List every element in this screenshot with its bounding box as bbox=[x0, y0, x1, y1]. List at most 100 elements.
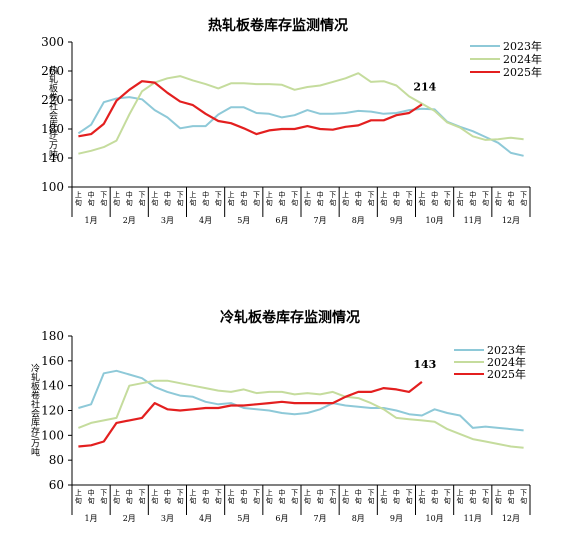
y-tick-label: 100 bbox=[41, 180, 64, 194]
x-tick-label: 旬 bbox=[304, 198, 311, 207]
x-tick-label: 旬 bbox=[495, 198, 502, 207]
x-tick-label: 旬 bbox=[100, 496, 107, 505]
x-tick-label: 旬 bbox=[469, 198, 476, 207]
x-tick-label: 中 bbox=[469, 190, 476, 199]
x-tick-label: 旬 bbox=[164, 198, 171, 207]
month-label: 7月 bbox=[314, 514, 327, 523]
x-tick-label: 上 bbox=[266, 488, 273, 497]
x-tick-label: 旬 bbox=[215, 198, 222, 207]
x-tick-label: 下 bbox=[406, 489, 413, 497]
x-tick-label: 中 bbox=[355, 190, 362, 199]
y-tick-label: 60 bbox=[49, 478, 64, 492]
x-tick-label: 旬 bbox=[317, 198, 324, 207]
month-label: 7月 bbox=[314, 216, 327, 225]
x-tick-label: 下 bbox=[215, 489, 222, 497]
x-tick-label: 中 bbox=[507, 488, 514, 497]
month-label: 11月 bbox=[464, 514, 482, 523]
x-tick-label: 旬 bbox=[88, 198, 95, 207]
chart-title: 冷轧板卷库存监测情况 bbox=[220, 309, 360, 326]
x-tick-label: 下 bbox=[520, 191, 527, 199]
x-tick-label: 旬 bbox=[113, 496, 120, 505]
x-tick-label: 旬 bbox=[291, 496, 298, 505]
x-tick-label: 下 bbox=[482, 191, 489, 199]
x-tick-label: 旬 bbox=[482, 198, 489, 207]
x-tick-label: 旬 bbox=[151, 496, 158, 505]
y-tick-label: 180 bbox=[41, 122, 64, 136]
x-tick-label: 上 bbox=[228, 488, 235, 497]
legend-label: 2023年 bbox=[503, 39, 542, 53]
x-tick-label: 旬 bbox=[164, 496, 171, 505]
x-tick-label: 下 bbox=[329, 489, 336, 497]
month-label: 10月 bbox=[425, 514, 443, 523]
month-label: 8月 bbox=[352, 514, 365, 523]
x-tick-label: 下 bbox=[291, 191, 298, 199]
x-tick-label: 旬 bbox=[177, 198, 184, 207]
x-tick-label: 中 bbox=[202, 190, 209, 199]
month-label: 4月 bbox=[199, 216, 212, 225]
x-tick-label: 中 bbox=[355, 488, 362, 497]
x-tick-label: 旬 bbox=[367, 496, 374, 505]
x-tick-label: 旬 bbox=[240, 198, 247, 207]
month-label: 2月 bbox=[123, 216, 136, 225]
month-label: 12月 bbox=[502, 514, 520, 523]
x-tick-label: 旬 bbox=[342, 198, 349, 207]
x-tick-label: 上 bbox=[151, 190, 158, 199]
x-tick-label: 上 bbox=[380, 488, 387, 497]
x-tick-label: 旬 bbox=[266, 496, 273, 505]
x-tick-label: 中 bbox=[469, 488, 476, 497]
x-tick-label: 中 bbox=[393, 190, 400, 199]
x-tick-label: 旬 bbox=[469, 496, 476, 505]
x-tick-label: 中 bbox=[126, 190, 133, 199]
x-tick-label: 旬 bbox=[418, 496, 425, 505]
x-tick-label: 旬 bbox=[520, 496, 527, 505]
x-tick-label: 下 bbox=[444, 489, 451, 497]
x-tick-label: 上 bbox=[151, 488, 158, 497]
month-label: 10月 bbox=[425, 216, 443, 225]
x-tick-label: 下 bbox=[329, 191, 336, 199]
x-tick-label: 上 bbox=[418, 488, 425, 497]
x-tick-label: 旬 bbox=[431, 496, 438, 505]
y-axis-label: 冷轧板卷社会库存/万吨 bbox=[29, 362, 40, 456]
x-tick-label: 下 bbox=[100, 191, 107, 199]
x-tick-label: 下 bbox=[367, 191, 374, 199]
y-tick-label: 120 bbox=[41, 404, 64, 418]
x-tick-label: 旬 bbox=[367, 198, 374, 207]
x-tick-label: 下 bbox=[177, 489, 184, 497]
x-tick-label: 下 bbox=[482, 489, 489, 497]
x-tick-label: 上 bbox=[495, 488, 502, 497]
x-tick-label: 旬 bbox=[418, 198, 425, 207]
x-tick-label: 中 bbox=[507, 190, 514, 199]
x-tick-label: 中 bbox=[164, 488, 171, 497]
x-tick-label: 旬 bbox=[431, 198, 438, 207]
x-tick-label: 上 bbox=[457, 488, 464, 497]
x-tick-label: 中 bbox=[202, 488, 209, 497]
month-label: 4月 bbox=[199, 514, 212, 523]
month-label: 5月 bbox=[237, 216, 250, 225]
x-tick-label: 上 bbox=[342, 488, 349, 497]
x-tick-label: 旬 bbox=[138, 198, 145, 207]
y-tick-label: 140 bbox=[41, 151, 64, 165]
data-label-latest: 143 bbox=[413, 358, 436, 371]
x-tick-label: 中 bbox=[278, 190, 285, 199]
month-label: 6月 bbox=[275, 216, 288, 225]
x-tick-label: 旬 bbox=[75, 198, 82, 207]
x-tick-label: 旬 bbox=[88, 496, 95, 505]
series-line-2024年 bbox=[78, 379, 524, 449]
legend-label: 2024年 bbox=[503, 52, 542, 66]
x-tick-label: 上 bbox=[457, 190, 464, 199]
month-label: 5月 bbox=[237, 514, 250, 523]
x-tick-label: 旬 bbox=[278, 198, 285, 207]
x-tick-label: 旬 bbox=[202, 496, 209, 505]
x-tick-label: 下 bbox=[367, 489, 374, 497]
month-label: 12月 bbox=[502, 216, 520, 225]
series-line-2025年 bbox=[78, 381, 423, 448]
x-tick-label: 旬 bbox=[138, 496, 145, 505]
legend-label: 2024年 bbox=[487, 355, 526, 369]
legend-label: 2025年 bbox=[503, 65, 542, 79]
x-tick-label: 旬 bbox=[406, 496, 413, 505]
x-tick-label: 旬 bbox=[380, 496, 387, 505]
x-tick-label: 旬 bbox=[444, 496, 451, 505]
month-label: 2月 bbox=[123, 514, 136, 523]
x-tick-label: 上 bbox=[189, 488, 196, 497]
